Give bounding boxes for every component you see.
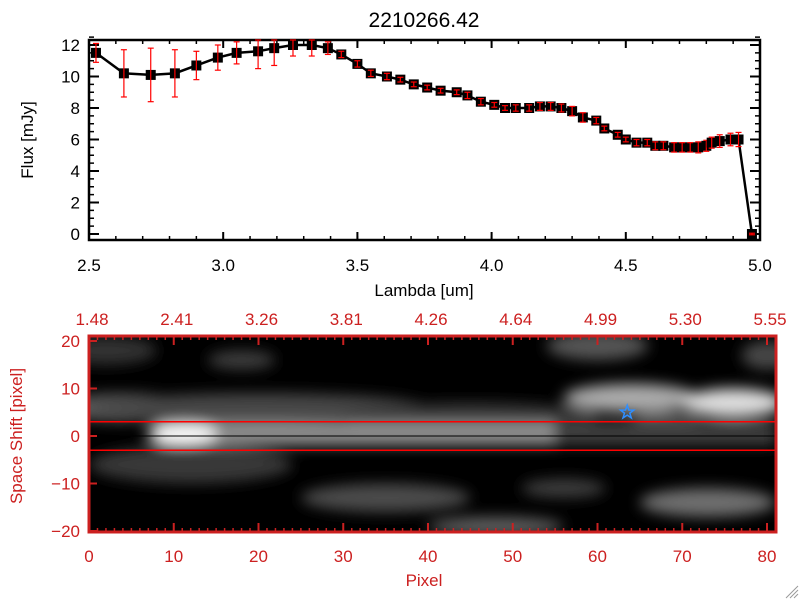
image-blob [89,445,293,484]
image-blob [546,336,649,360]
image-x-axis-label: Pixel [406,571,443,590]
image-blob [207,350,276,370]
image-y-axis-label: Space Shift [pixel] [7,368,26,504]
top-wavelength-label: 5.30 [669,310,702,329]
image-blob [89,393,428,422]
y-tick-label: 6 [71,131,80,150]
x-tick-label: 80 [758,547,777,566]
y-tick-label: −20 [51,522,80,541]
x-tick-label: 5.0 [748,256,772,275]
top-wavelength-label: 3.81 [330,310,363,329]
x-tick-label: 20 [249,547,268,566]
image-blob [521,478,606,498]
y-tick-label: 10 [61,380,80,399]
image-blob [639,488,776,517]
x-tick-label: 10 [164,547,183,566]
top-wavelength-label: 3.26 [245,310,278,329]
top-wavelength-label: 2.41 [160,310,193,329]
x-tick-label: 3.0 [211,256,235,275]
x-tick-label: 70 [673,547,692,566]
y-tick-label: 4 [71,162,80,181]
spectral-image [89,336,776,532]
y-tick-label: −10 [51,475,80,494]
image-blob [563,383,700,413]
y-tick-label: 0 [71,225,80,244]
y-tick-label: 20 [61,332,80,351]
image-blob [89,336,157,365]
y-tick-label: 2 [71,194,80,213]
y-axis-label: Flux [mJy] [18,101,37,178]
top-wavelength-label: 1.48 [75,310,108,329]
x-tick-label: 60 [588,547,607,566]
top-wavelength-label: 4.64 [499,310,532,329]
trace-band-faint [555,421,776,446]
chart-title: 2210266.42 [369,9,480,32]
x-tick-label: 40 [419,547,438,566]
star-marker-icon [618,403,636,420]
x-tick-label: 30 [334,547,353,566]
top-wavelength-label: 5.55 [753,310,786,329]
y-tick-label: 8 [71,99,80,118]
spectral-image-plot: 0 1.48 10 2.41 20 3.26 30 3.81 40 4.26 50 4.64 60 4.9… [51,310,786,566]
x-tick-label: 2.5 [77,256,101,275]
image-blob [741,341,776,370]
plot-frame [87,38,762,242]
resize-grip-icon[interactable] [785,585,799,599]
top-wavelength-label: 4.26 [414,310,447,329]
x-axis-label: Lambda [um] [374,281,473,300]
y-tick-label: 12 [61,36,80,55]
y-tick-label: 10 [61,68,80,87]
image-frame [87,334,778,534]
top-wavelength-label: 4.99 [584,310,617,329]
x-tick-label: 4.5 [614,256,638,275]
x-tick-label: 50 [503,547,522,566]
x-tick-label: 4.0 [480,256,504,275]
spectrum-plot: 2.5 3.0 3.5 4.0 4.5 5.0 0 2 4 6 8 10 12 [61,36,772,275]
image-blob [300,483,471,512]
image-blob [682,388,776,417]
trace-band [156,421,556,446]
trace-peak [147,423,218,444]
y-tick-label: 0 [71,427,80,446]
flux-line [95,43,754,235]
x-tick-label: 0 [84,547,93,566]
x-tick-label: 3.5 [346,256,370,275]
